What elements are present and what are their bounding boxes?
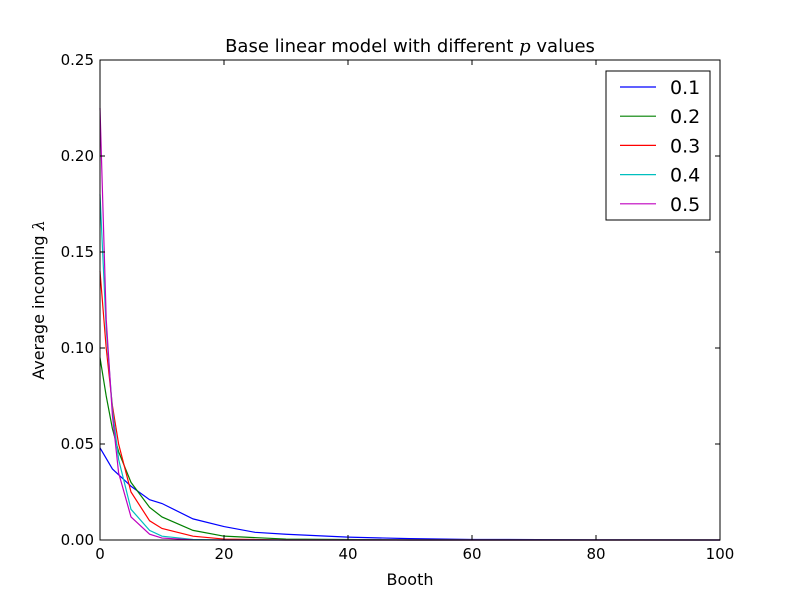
y-tick-label: 0.10: [61, 339, 94, 357]
axes-frame: [99, 59, 721, 541]
y-tick-label: 0.05: [61, 435, 94, 453]
chart-title-symbol: p: [519, 36, 531, 57]
series-line-0-1: [99, 447, 721, 541]
tick-labels: 0 20 40 60 80 100 0.00 0.05 0.10 0.15 0.20 0.25: [61, 51, 735, 563]
x-tick-label: 60: [462, 545, 481, 563]
x-tick-label: 100: [706, 545, 735, 563]
legend-label-0-4: 0.4: [670, 165, 700, 187]
y-axis-label: Average incoming λ: [29, 220, 48, 380]
y-axis-label-symbol: λ: [29, 220, 48, 231]
x-tick-label: 40: [338, 545, 357, 563]
chart-title: Base linear model with different p value…: [225, 36, 595, 57]
y-tick-label: 0.15: [61, 243, 94, 261]
chart-title-suffix: values: [536, 36, 595, 57]
legend: 0.1 0.2 0.3 0.4 0.5: [605, 70, 711, 221]
x-tick-label: 20: [214, 545, 233, 563]
chart-title-main: Base linear model with different: [225, 36, 513, 57]
legend-label-0-2: 0.2: [670, 106, 700, 128]
legend-label-0-3: 0.3: [670, 135, 700, 157]
y-tick-label: 0.25: [61, 51, 94, 69]
y-axis-label-main: Average incoming: [29, 235, 48, 379]
x-axis-label: Booth: [387, 570, 434, 589]
y-tick-label: 0.00: [61, 531, 94, 549]
series-line-0-2: [99, 357, 720, 541]
y-tick-label: 0.20: [61, 147, 94, 165]
x-tick-label: 0: [95, 545, 105, 563]
series-line-0-3: [99, 271, 720, 541]
x-tick-label: 80: [586, 545, 605, 563]
legend-label-0-1: 0.1: [670, 77, 700, 99]
legend-label-0-5: 0.5: [670, 194, 700, 216]
series-line-0-4: [99, 194, 720, 541]
